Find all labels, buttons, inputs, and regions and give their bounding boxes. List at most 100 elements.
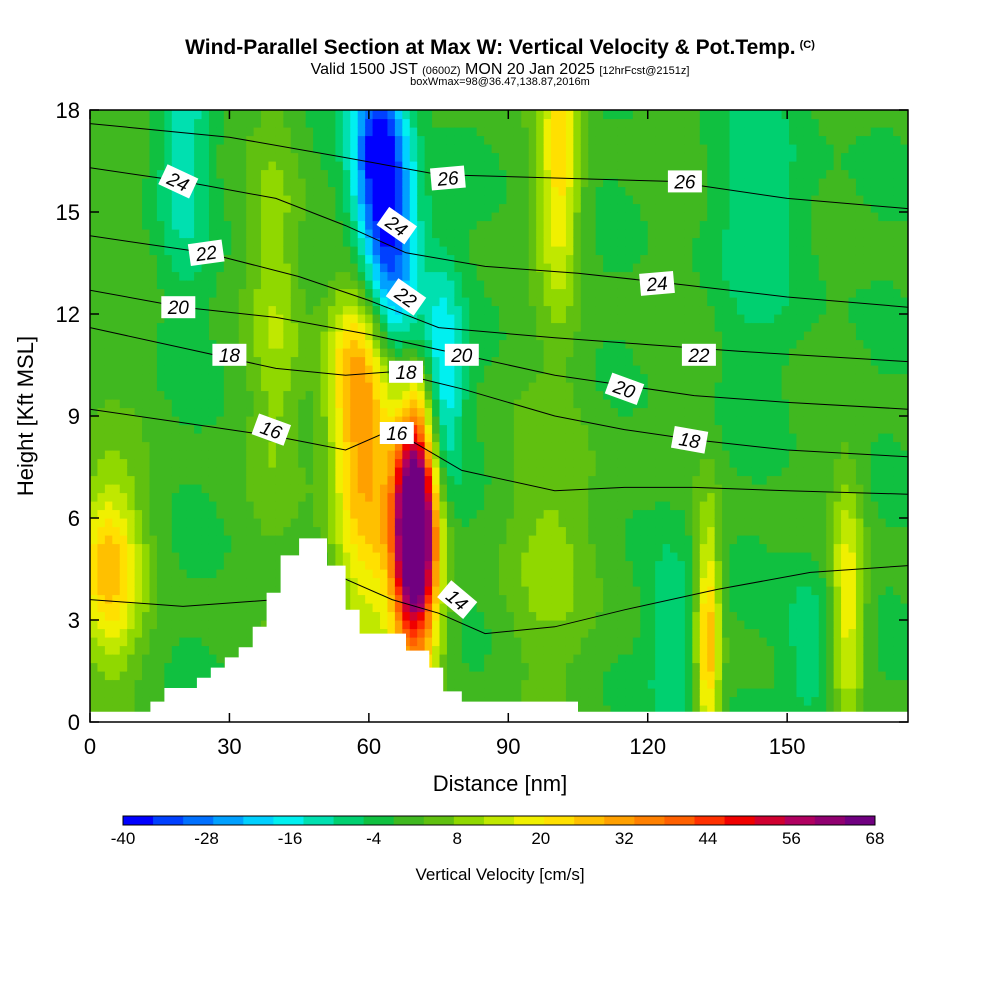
w-cell: [327, 118, 336, 128]
w-cell: [536, 560, 545, 570]
w-cell: [305, 467, 314, 477]
w-cell: [402, 484, 411, 494]
w-cell: [558, 356, 567, 366]
w-cell: [201, 433, 210, 443]
w-cell: [357, 569, 366, 579]
w-cell: [387, 110, 396, 120]
w-cell: [208, 195, 218, 205]
w-cell: [595, 331, 604, 341]
w-cell: [357, 365, 366, 375]
w-cell: [499, 645, 508, 655]
w-cell: [446, 620, 455, 630]
w-cell: [446, 501, 455, 511]
w-cell: [127, 645, 136, 655]
w-cell: [253, 450, 262, 460]
w-cell: [342, 254, 351, 264]
w-cell: [208, 535, 218, 545]
w-cell: [164, 331, 173, 341]
w-cell: [179, 671, 188, 681]
w-cell: [335, 263, 344, 273]
w-cell: [491, 492, 500, 502]
w-cell: [305, 399, 314, 409]
w-cell: [394, 271, 403, 281]
w-cell: [119, 246, 128, 256]
w-cell: [469, 390, 478, 400]
w-cell: [179, 229, 188, 239]
w-cell: [127, 186, 136, 196]
w-cell: [142, 195, 151, 205]
w-cell: [409, 467, 418, 477]
w-cell: [372, 169, 381, 179]
w-cell: [506, 152, 515, 162]
w-cell: [521, 484, 530, 494]
w-cell: [528, 305, 537, 315]
w-cell: [90, 560, 99, 570]
w-cell: [380, 458, 389, 468]
w-cell: [424, 161, 433, 171]
w-cell: [335, 433, 344, 443]
w-cell: [551, 399, 560, 409]
w-cell: [580, 467, 589, 477]
w-cell: [238, 373, 247, 383]
w-cell: [216, 118, 225, 128]
w-cell: [372, 203, 381, 213]
w-cell: [112, 671, 121, 681]
w-cell: [513, 535, 522, 545]
w-cell: [149, 169, 158, 179]
w-cell: [127, 288, 136, 298]
w-cell: [142, 322, 151, 332]
w-cell: [380, 603, 389, 613]
w-cell: [580, 186, 589, 196]
w-cell: [357, 543, 366, 553]
w-cell: [327, 203, 336, 213]
w-cell: [179, 628, 188, 638]
w-cell: [558, 263, 567, 273]
w-cell: [402, 577, 411, 587]
w-cell: [246, 467, 255, 477]
w-cell: [97, 569, 106, 579]
w-cell: [335, 288, 344, 298]
w-cell: [194, 475, 203, 485]
w-cell: [283, 535, 292, 545]
w-cell: [327, 416, 336, 426]
w-cell: [171, 152, 180, 162]
w-cell: [231, 484, 240, 494]
w-cell: [380, 543, 389, 553]
w-cell: [595, 288, 604, 298]
w-cell: [372, 467, 381, 477]
w-cell: [573, 331, 582, 341]
w-cell: [298, 305, 307, 315]
w-cell: [97, 110, 106, 120]
w-cell: [402, 203, 411, 213]
w-cell: [313, 331, 322, 341]
w-cell: [580, 628, 589, 638]
w-cell: [156, 254, 165, 264]
w-cell: [246, 348, 255, 358]
w-cell: [543, 509, 552, 519]
w-cell: [290, 339, 299, 349]
w-cell: [476, 127, 485, 137]
w-cell: [565, 637, 574, 647]
w-cell: [432, 356, 441, 366]
w-cell: [558, 526, 567, 536]
w-cell: [261, 127, 270, 137]
w-cell: [454, 110, 463, 120]
w-cell: [313, 220, 322, 230]
w-cell: [558, 645, 567, 655]
w-cell: [216, 280, 225, 290]
w-cell: [156, 314, 165, 324]
w-cell: [402, 509, 411, 519]
w-cell: [513, 611, 522, 621]
w-cell: [491, 271, 500, 281]
w-cell: [588, 569, 597, 579]
w-cell: [565, 654, 574, 664]
w-cell: [588, 645, 597, 655]
w-cell: [536, 280, 545, 290]
w-cell: [134, 501, 143, 511]
w-cell: [298, 501, 307, 511]
w-cell: [134, 416, 143, 426]
w-cell: [246, 424, 255, 434]
w-cell: [357, 509, 366, 519]
w-cell: [313, 518, 322, 528]
w-cell: [246, 526, 255, 536]
